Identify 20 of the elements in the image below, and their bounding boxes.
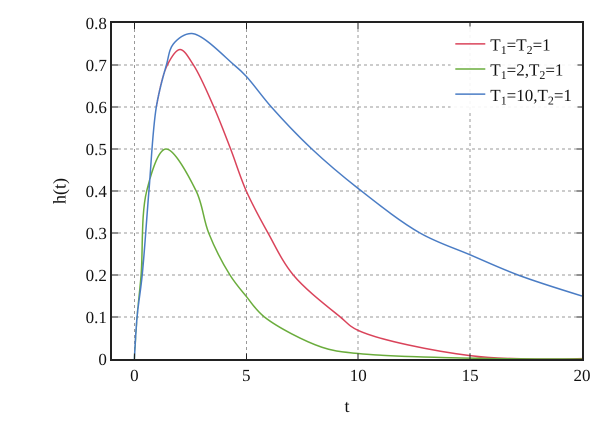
y-tick-label: 0.4	[86, 182, 108, 201]
y-tick-label: 0.5	[86, 140, 107, 159]
line-series	[134, 148, 582, 359]
legend-label: T$_{1}$=T$_{2}$=1	[490, 36, 551, 58]
y-axis-title: h(t)	[49, 178, 70, 204]
y-tick-label: 0.7	[86, 56, 108, 75]
y-tick-label: 0.8	[86, 14, 107, 33]
y-tick-label: 0.6	[86, 98, 107, 117]
y-tick-label: 0	[98, 350, 107, 369]
legend-label: T$_{1}$=10,T$_{2}$=1	[490, 86, 572, 108]
x-tick-label: 15	[462, 366, 479, 386]
y-tick-label: 0.1	[86, 308, 107, 327]
x-tick-label: 5	[242, 366, 251, 386]
x-axis-title: t	[344, 396, 350, 416]
y-tick-label: 0.2	[86, 266, 107, 285]
legend-label: T$_{1}$=2,T$_{2}$=1	[490, 60, 564, 82]
x-tick-label: 0	[130, 366, 139, 386]
x-tick-label: 20	[574, 366, 590, 386]
x-tick-label: 10	[350, 366, 367, 386]
y-tick-label: 0.3	[86, 224, 107, 243]
